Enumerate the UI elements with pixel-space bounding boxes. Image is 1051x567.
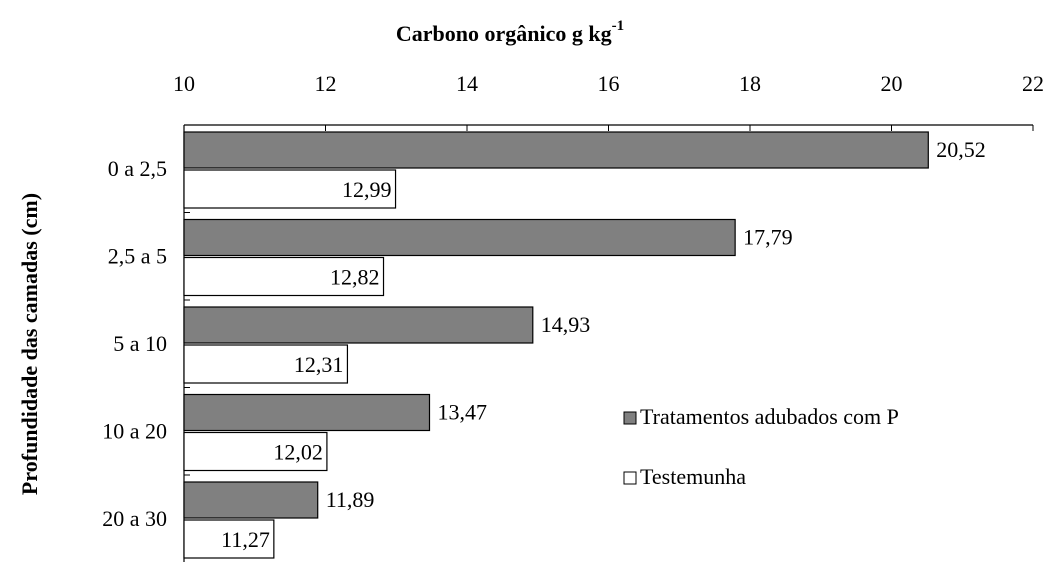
bar — [183, 344, 349, 384]
bar — [183, 431, 328, 472]
y-tick-label: 20 a 30 — [102, 506, 167, 531]
x-tick-label: 16 — [598, 71, 620, 96]
bar — [183, 481, 319, 519]
bar — [183, 218, 736, 257]
x-tick-label: 12 — [315, 71, 337, 96]
x-tick-label: 18 — [739, 71, 761, 96]
value-label: 11,89 — [326, 487, 375, 512]
bar — [183, 256, 385, 297]
y-tick-label: 10 a 20 — [102, 418, 167, 443]
y-axis-label: Profundidade das camadas (cm) — [17, 193, 42, 495]
legend-swatch — [623, 411, 637, 425]
bar — [183, 519, 275, 559]
y-tick-label: 0 a 2,5 — [108, 156, 167, 181]
bar — [183, 393, 431, 432]
bar — [183, 306, 534, 344]
value-label: 12,99 — [342, 177, 392, 202]
x-tick-label: 20 — [881, 71, 903, 96]
y-tick-label: 2,5 a 5 — [108, 243, 167, 268]
value-label: 17,79 — [743, 225, 793, 250]
x-tick-label: 22 — [1022, 71, 1044, 96]
legend-swatch — [623, 471, 637, 485]
value-label: 12,82 — [330, 265, 380, 290]
x-tick-label: 10 — [173, 71, 195, 96]
legend-label: Tratamentos adubados com P — [640, 404, 899, 429]
value-label: 20,52 — [936, 137, 986, 162]
value-label: 12,02 — [273, 440, 323, 465]
legend-label: Testemunha — [640, 464, 746, 489]
x-tick-label: 14 — [456, 71, 478, 96]
bar — [183, 169, 397, 209]
title-main: Carbono orgânico g kg — [396, 21, 612, 46]
value-label: 12,31 — [294, 352, 344, 377]
value-label: 14,93 — [541, 312, 591, 337]
chart-title: Carbono orgânico g kg-1 — [396, 18, 624, 46]
bar — [183, 131, 929, 169]
value-label: 11,27 — [221, 527, 270, 552]
y-tick-label: 5 a 10 — [113, 331, 167, 356]
title-superscript: -1 — [612, 18, 625, 34]
value-label: 13,47 — [438, 400, 488, 425]
